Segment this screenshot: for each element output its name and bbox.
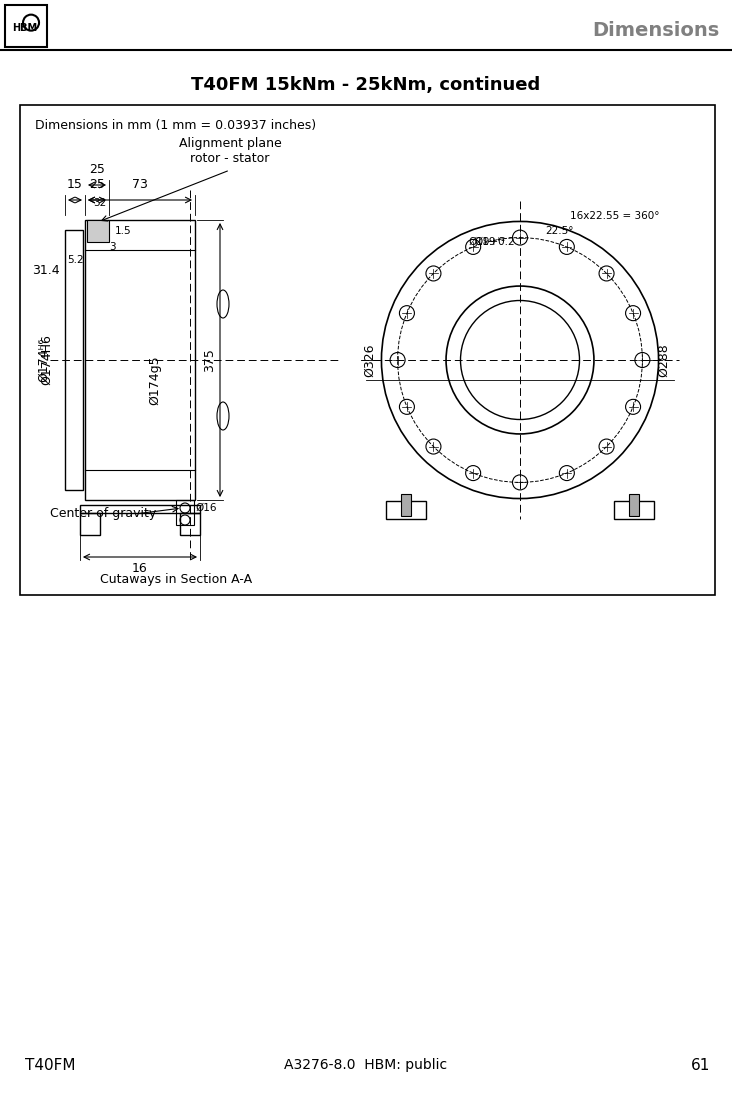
Bar	[20, 105, 715, 595]
Text: 16x22.55 = 360°: 16x22.55 = 360°	[570, 211, 660, 221]
Text: 16: 16	[132, 562, 148, 575]
Text: HBM: HBM	[12, 23, 37, 33]
Text: 31.4: 31.4	[32, 264, 60, 277]
Bar	[65, 230, 83, 490]
Bar	[629, 493, 638, 515]
Text: 61: 61	[690, 1058, 710, 1072]
Text: 1.5: 1.5	[115, 226, 132, 236]
Bar	[386, 501, 427, 519]
Bar	[176, 500, 194, 525]
Text: Ø19⁺²: Ø19⁺²	[474, 236, 506, 246]
Text: A3276-8.0  HBM: public: A3276-8.0 HBM: public	[285, 1058, 447, 1072]
Text: Ø326: Ø326	[364, 344, 376, 376]
Text: Dimensions in mm (1 mm = 0.03937 inches): Dimensions in mm (1 mm = 0.03937 inches)	[35, 118, 316, 131]
Text: 22.5°: 22.5°	[545, 226, 573, 236]
Text: 15: 15	[67, 178, 83, 191]
Text: Ø174H6: Ø174H6	[40, 335, 53, 385]
Text: 25: 25	[89, 178, 105, 191]
Bar	[5, 5, 47, 47]
Text: Dimensions: Dimensions	[593, 21, 720, 39]
Text: 5.2: 5.2	[67, 255, 83, 265]
Text: Center of gravity: Center of gravity	[50, 508, 156, 521]
Bar	[80, 513, 100, 535]
Text: Ø19+0.2: Ø19+0.2	[468, 236, 515, 246]
Text: Alignment plane
rotor - stator: Alignment plane rotor - stator	[179, 137, 281, 165]
Text: Ø288: Ø288	[657, 344, 671, 376]
Text: Cutaways in Section A-A: Cutaways in Section A-A	[100, 573, 252, 586]
Text: Ø16: Ø16	[195, 503, 217, 513]
Text: Ø174g5: Ø174g5	[149, 356, 162, 405]
Text: 25: 25	[89, 163, 105, 176]
Bar	[85, 220, 195, 500]
Text: T40FM 15kNm - 25kNm, continued: T40FM 15kNm - 25kNm, continued	[191, 75, 541, 94]
Text: 73: 73	[132, 178, 148, 191]
Bar	[87, 220, 109, 242]
Text: T40FM: T40FM	[25, 1058, 75, 1072]
Bar	[80, 505, 200, 513]
Bar	[613, 501, 654, 519]
Bar	[180, 513, 200, 535]
Text: Ø174ᴴ⁶: Ø174ᴴ⁶	[37, 338, 50, 382]
Text: 375: 375	[203, 348, 217, 372]
Bar	[401, 493, 411, 515]
Text: 3: 3	[109, 242, 116, 252]
Text: 32: 32	[94, 198, 107, 208]
